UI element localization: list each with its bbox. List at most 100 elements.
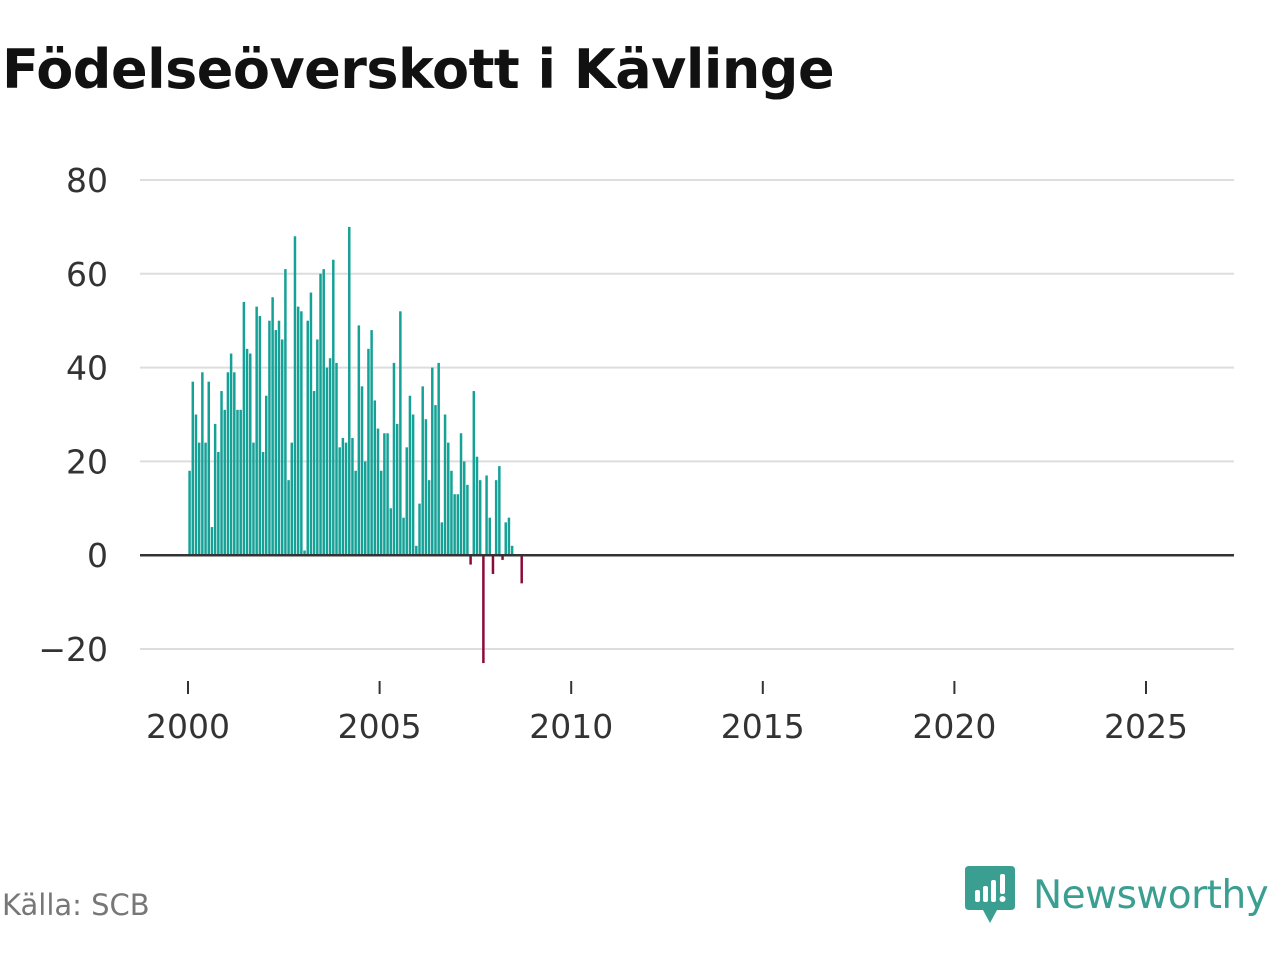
bar (392, 362, 396, 556)
bar (383, 433, 386, 556)
y-tick-label: 20 (66, 442, 108, 481)
bar (242, 301, 246, 556)
y-tick-label: 40 (66, 349, 108, 388)
bar (328, 358, 332, 556)
bar (447, 442, 450, 556)
bar (217, 452, 220, 556)
bar (498, 466, 501, 556)
bar (316, 339, 319, 556)
bar (510, 545, 514, 556)
bar (456, 494, 460, 556)
bar (488, 517, 492, 556)
x-tick-label: 2005 (338, 707, 422, 746)
bar (277, 320, 281, 556)
bar (261, 452, 265, 556)
bar (453, 494, 456, 556)
bar (194, 414, 198, 556)
bar (507, 517, 511, 556)
bar (210, 527, 214, 556)
bar (207, 381, 210, 556)
bar (395, 423, 399, 556)
bar (191, 381, 195, 556)
y-tick-label: −20 (38, 630, 108, 669)
bar (239, 409, 242, 556)
bar (386, 433, 389, 556)
bar (220, 391, 223, 556)
bar (188, 470, 191, 556)
bar (405, 447, 408, 556)
bar (360, 386, 364, 556)
bar (520, 555, 523, 584)
bar (306, 320, 309, 556)
bar (249, 353, 252, 556)
bar (264, 395, 268, 556)
bar (443, 414, 447, 556)
bar (494, 480, 498, 556)
bar (338, 447, 341, 556)
bar (466, 484, 469, 556)
bar (363, 461, 367, 556)
bar (344, 442, 348, 556)
x-tick-label: 2010 (529, 707, 613, 746)
bar (440, 522, 444, 556)
x-tick-label: 2020 (912, 707, 996, 746)
bar (252, 442, 255, 556)
gridlines (140, 179, 1234, 650)
bar (367, 348, 370, 556)
source-note: Källa: SCB (2, 888, 150, 922)
bar (491, 555, 495, 574)
bar (268, 320, 271, 556)
bar (415, 545, 418, 556)
bar (485, 475, 488, 556)
bar (223, 409, 226, 556)
bar (300, 311, 303, 556)
bar (303, 550, 306, 556)
bar (348, 226, 351, 556)
bar (421, 386, 424, 556)
bar (434, 405, 437, 556)
bar (287, 480, 290, 556)
bar (399, 311, 402, 556)
bar (322, 269, 325, 556)
x-tick-label: 2015 (721, 707, 805, 746)
bar (312, 391, 316, 556)
bar (472, 391, 476, 556)
bar (325, 367, 329, 556)
bar (501, 555, 504, 560)
bar (427, 480, 431, 556)
y-tick-label: 60 (66, 255, 108, 294)
bar (478, 480, 482, 556)
bar (351, 437, 354, 556)
bar (201, 372, 204, 556)
bar (335, 362, 338, 556)
bar (475, 456, 479, 556)
bar (255, 306, 258, 556)
chart-title: Födelseöverskott i Kävlinge (2, 38, 835, 101)
brand-name: Newsworthy (1033, 872, 1269, 918)
bar (204, 442, 207, 556)
bar (437, 362, 440, 556)
bar (309, 292, 313, 556)
bar (233, 372, 236, 556)
bar (408, 395, 412, 556)
bar (370, 330, 373, 556)
bar (373, 400, 377, 556)
bar (271, 297, 274, 556)
bar (319, 273, 322, 556)
bar (229, 353, 233, 556)
newsworthy-icon (965, 866, 1015, 923)
bar (290, 442, 294, 556)
bar (357, 325, 361, 556)
bar (482, 555, 485, 664)
bar (402, 517, 405, 556)
bar (284, 269, 287, 556)
bar (341, 437, 345, 556)
bar (469, 555, 472, 565)
bars (188, 226, 523, 664)
bar (376, 428, 380, 556)
bar (462, 461, 466, 556)
x-tick-label: 2000 (146, 707, 230, 746)
bar (197, 442, 201, 556)
bar (431, 367, 434, 556)
